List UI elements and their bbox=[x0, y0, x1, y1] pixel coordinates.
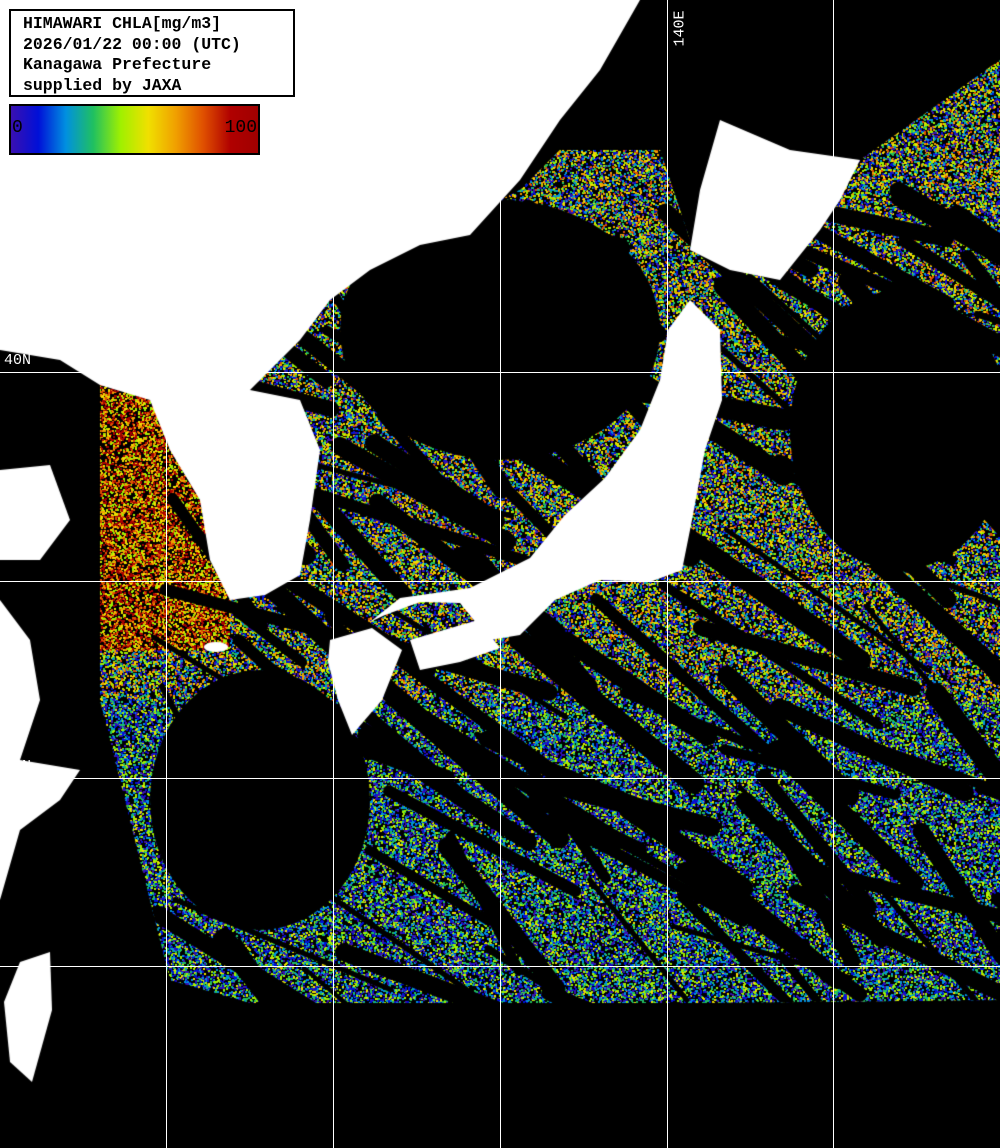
title-organization: Kanagawa Prefecture bbox=[23, 55, 212, 74]
title-datetime: 2026/01/22 00:00 (UTC) bbox=[23, 34, 241, 54]
lon-label-140e: 140E bbox=[671, 10, 689, 47]
colorbar-legend: 0 100 bbox=[9, 104, 260, 155]
lat-label-40n: 40N bbox=[4, 352, 32, 369]
title-supplier: supplied by JAXA bbox=[23, 75, 182, 95]
lat-label-30n: 30N bbox=[4, 758, 32, 775]
map-title-box: HIMAWARI CHLA[mg/m3] 2026/01/22 00:00 (U… bbox=[9, 9, 295, 97]
colorbar-min-label: 0 bbox=[12, 118, 23, 138]
title-product: HIMAWARI CHLA[mg/m3] bbox=[23, 14, 222, 33]
colorbar-max-label: 100 bbox=[224, 118, 257, 138]
